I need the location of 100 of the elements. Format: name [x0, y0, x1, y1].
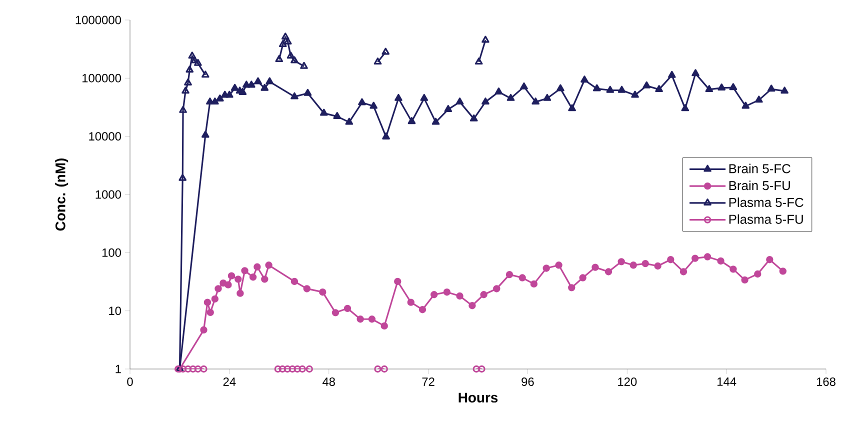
point: [482, 36, 490, 43]
point: [456, 98, 464, 105]
point: [604, 268, 612, 276]
point: [206, 308, 214, 316]
point: [204, 298, 212, 306]
point: [754, 96, 763, 103]
point: [254, 77, 262, 84]
point: [767, 84, 776, 92]
point: [274, 365, 282, 373]
point: [265, 262, 272, 269]
y-tick-label: 10: [109, 306, 122, 316]
point: [201, 70, 210, 78]
point: [730, 266, 737, 273]
point: [290, 278, 298, 286]
point: [443, 288, 451, 296]
point: [606, 86, 614, 93]
point: [430, 291, 438, 298]
point: [286, 52, 295, 59]
point: [692, 69, 700, 76]
point: [241, 267, 248, 274]
point: [518, 274, 526, 282]
point: [568, 284, 576, 292]
point: [470, 114, 478, 122]
point: [380, 322, 388, 330]
point: [592, 264, 599, 271]
point: [281, 32, 290, 40]
point: [228, 272, 236, 280]
point: [184, 78, 192, 86]
point: [278, 365, 286, 373]
point: [224, 281, 232, 288]
point: [579, 274, 586, 282]
legend-label: Brain 5-FC: [729, 164, 790, 174]
point: [294, 365, 301, 373]
point: [374, 58, 382, 65]
point: [480, 291, 488, 298]
point: [306, 365, 313, 373]
point: [238, 88, 247, 95]
point: [520, 82, 528, 90]
point: [345, 118, 354, 125]
point: [278, 40, 287, 48]
legend-label: Brain 5-FU: [729, 180, 790, 190]
point: [667, 256, 674, 264]
point: [179, 365, 187, 373]
y-tick-label: 10000: [89, 132, 122, 141]
x-tick-label: 24: [223, 378, 236, 386]
point: [780, 86, 788, 94]
point: [493, 285, 500, 292]
y-tick-label: 100000: [82, 74, 122, 82]
point: [444, 105, 452, 112]
point: [216, 94, 224, 102]
point: [284, 38, 292, 45]
point: [190, 56, 199, 64]
point: [555, 262, 562, 269]
point: [766, 256, 774, 264]
point: [249, 274, 257, 281]
point: [506, 94, 515, 101]
point: [260, 84, 269, 91]
point: [642, 260, 649, 268]
point: [200, 365, 208, 373]
x-tick-label: 120: [618, 378, 637, 386]
point: [631, 90, 639, 98]
point: [194, 365, 202, 373]
point: [474, 58, 483, 65]
point: [186, 66, 194, 73]
x-tick-label: 144: [718, 378, 736, 386]
point: [691, 254, 699, 262]
point: [642, 81, 651, 88]
point: [356, 316, 364, 323]
point: [333, 112, 342, 120]
point: [568, 104, 576, 112]
point: [288, 365, 296, 373]
point: [718, 84, 726, 91]
point: [247, 80, 256, 88]
x-axis-title: Hours: [458, 392, 498, 403]
point: [201, 130, 210, 138]
point: [717, 257, 724, 265]
point: [214, 285, 222, 292]
point: [358, 98, 366, 106]
point: [432, 118, 440, 125]
point: [374, 365, 382, 373]
point: [754, 270, 762, 278]
point: [779, 268, 787, 275]
point: [680, 268, 688, 276]
point: [668, 70, 676, 78]
point: [705, 85, 714, 92]
point: [468, 302, 476, 310]
point: [742, 102, 750, 109]
x-tick-label: 0: [127, 378, 133, 386]
point: [182, 86, 190, 94]
point: [344, 304, 352, 312]
point: [319, 288, 326, 296]
point: [655, 85, 663, 92]
point: [179, 106, 187, 113]
point: [382, 48, 390, 55]
y-tick-label: 1: [116, 364, 121, 374]
point: [543, 94, 552, 101]
point: [704, 253, 712, 260]
point: [394, 278, 402, 286]
x-tick-label: 168: [816, 378, 836, 386]
point: [230, 84, 239, 91]
